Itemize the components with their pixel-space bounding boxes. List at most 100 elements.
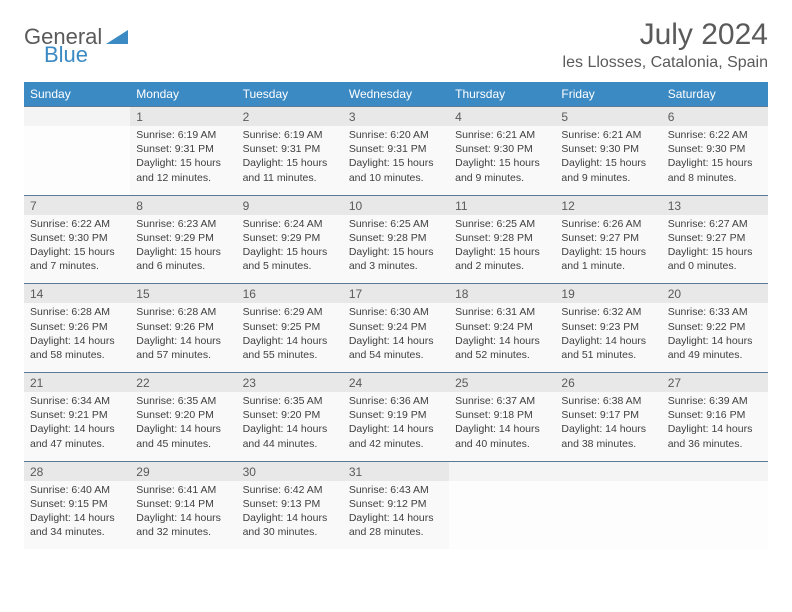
day-detail-cell: Sunrise: 6:23 AMSunset: 9:29 PMDaylight:…	[130, 215, 236, 284]
day-number-cell: 18	[449, 284, 555, 304]
day-number-cell	[24, 107, 130, 127]
day-number-cell: 21	[24, 373, 130, 393]
day-number-cell: 29	[130, 461, 236, 481]
month-year-title: July 2024	[563, 18, 768, 52]
day-number-cell: 13	[662, 195, 768, 215]
sunrise-text: Sunrise: 6:42 AM	[243, 483, 337, 497]
sunset-text: Sunset: 9:13 PM	[243, 497, 337, 511]
weekday-header: Monday	[130, 82, 236, 107]
logo-triangle-icon	[106, 26, 128, 49]
day-number-cell: 10	[343, 195, 449, 215]
sunset-text: Sunset: 9:16 PM	[668, 408, 762, 422]
sunset-text: Sunset: 9:12 PM	[349, 497, 443, 511]
daylight-text-1: Daylight: 14 hours	[30, 511, 124, 525]
daylight-text-2: and 6 minutes.	[136, 259, 230, 273]
daylight-text-1: Daylight: 14 hours	[243, 422, 337, 436]
daylight-text-1: Daylight: 15 hours	[455, 245, 549, 259]
daylight-text-1: Daylight: 15 hours	[668, 245, 762, 259]
daylight-text-1: Daylight: 15 hours	[561, 245, 655, 259]
sunset-text: Sunset: 9:29 PM	[136, 231, 230, 245]
day-number-cell: 3	[343, 107, 449, 127]
daylight-text-2: and 45 minutes.	[136, 437, 230, 451]
weekday-header: Tuesday	[237, 82, 343, 107]
daylight-text-1: Daylight: 14 hours	[30, 334, 124, 348]
daylight-text-1: Daylight: 15 hours	[349, 245, 443, 259]
sunset-text: Sunset: 9:31 PM	[349, 142, 443, 156]
location-text: les Llosses, Catalonia, Spain	[563, 54, 768, 72]
daylight-text-2: and 58 minutes.	[30, 348, 124, 362]
sunset-text: Sunset: 9:30 PM	[561, 142, 655, 156]
day-number-cell: 9	[237, 195, 343, 215]
day-detail-cell: Sunrise: 6:39 AMSunset: 9:16 PMDaylight:…	[662, 392, 768, 461]
daylight-text-1: Daylight: 14 hours	[561, 334, 655, 348]
sunset-text: Sunset: 9:22 PM	[668, 320, 762, 334]
day-number-cell: 22	[130, 373, 236, 393]
day-detail-cell	[24, 126, 130, 195]
daylight-text-1: Daylight: 15 hours	[455, 156, 549, 170]
sunset-text: Sunset: 9:31 PM	[243, 142, 337, 156]
calendar-body: 123456Sunrise: 6:19 AMSunset: 9:31 PMDay…	[24, 107, 768, 550]
day-detail-cell	[449, 481, 555, 550]
day-number-cell: 6	[662, 107, 768, 127]
day-detail-cell: Sunrise: 6:43 AMSunset: 9:12 PMDaylight:…	[343, 481, 449, 550]
day-detail-cell: Sunrise: 6:34 AMSunset: 9:21 PMDaylight:…	[24, 392, 130, 461]
daylight-text-1: Daylight: 14 hours	[243, 511, 337, 525]
daynum-row: 21222324252627	[24, 373, 768, 393]
day-detail-cell: Sunrise: 6:22 AMSunset: 9:30 PMDaylight:…	[662, 126, 768, 195]
sunrise-text: Sunrise: 6:21 AM	[455, 128, 549, 142]
day-number-cell: 17	[343, 284, 449, 304]
day-detail-cell: Sunrise: 6:35 AMSunset: 9:20 PMDaylight:…	[130, 392, 236, 461]
sunset-text: Sunset: 9:28 PM	[349, 231, 443, 245]
daylight-text-1: Daylight: 14 hours	[243, 334, 337, 348]
day-detail-cell: Sunrise: 6:31 AMSunset: 9:24 PMDaylight:…	[449, 303, 555, 372]
day-number-cell: 30	[237, 461, 343, 481]
day-number-cell	[555, 461, 661, 481]
sunset-text: Sunset: 9:18 PM	[455, 408, 549, 422]
day-detail-cell: Sunrise: 6:20 AMSunset: 9:31 PMDaylight:…	[343, 126, 449, 195]
daylight-text-1: Daylight: 14 hours	[349, 422, 443, 436]
sunset-text: Sunset: 9:31 PM	[136, 142, 230, 156]
daylight-text-2: and 0 minutes.	[668, 259, 762, 273]
sunrise-text: Sunrise: 6:28 AM	[136, 305, 230, 319]
sunrise-text: Sunrise: 6:41 AM	[136, 483, 230, 497]
daylight-text-2: and 54 minutes.	[349, 348, 443, 362]
sunrise-text: Sunrise: 6:29 AM	[243, 305, 337, 319]
sunrise-text: Sunrise: 6:20 AM	[349, 128, 443, 142]
weekday-header: Saturday	[662, 82, 768, 107]
daylight-text-2: and 3 minutes.	[349, 259, 443, 273]
day-detail-cell: Sunrise: 6:21 AMSunset: 9:30 PMDaylight:…	[555, 126, 661, 195]
day-number-cell: 25	[449, 373, 555, 393]
day-number-cell: 15	[130, 284, 236, 304]
daylight-text-1: Daylight: 14 hours	[349, 511, 443, 525]
day-detail-cell: Sunrise: 6:25 AMSunset: 9:28 PMDaylight:…	[343, 215, 449, 284]
daylight-text-2: and 8 minutes.	[668, 171, 762, 185]
day-detail-cell: Sunrise: 6:40 AMSunset: 9:15 PMDaylight:…	[24, 481, 130, 550]
day-detail-cell: Sunrise: 6:38 AMSunset: 9:17 PMDaylight:…	[555, 392, 661, 461]
sunset-text: Sunset: 9:20 PM	[243, 408, 337, 422]
daylight-text-1: Daylight: 15 hours	[349, 156, 443, 170]
day-detail-cell: Sunrise: 6:28 AMSunset: 9:26 PMDaylight:…	[130, 303, 236, 372]
sunrise-text: Sunrise: 6:37 AM	[455, 394, 549, 408]
daylight-text-2: and 2 minutes.	[455, 259, 549, 273]
daylight-text-1: Daylight: 14 hours	[30, 422, 124, 436]
sunrise-text: Sunrise: 6:27 AM	[668, 217, 762, 231]
sunrise-text: Sunrise: 6:22 AM	[668, 128, 762, 142]
daylight-text-2: and 28 minutes.	[349, 525, 443, 539]
detail-row: Sunrise: 6:40 AMSunset: 9:15 PMDaylight:…	[24, 481, 768, 550]
sunrise-text: Sunrise: 6:22 AM	[30, 217, 124, 231]
sunrise-text: Sunrise: 6:34 AM	[30, 394, 124, 408]
weekday-header: Sunday	[24, 82, 130, 107]
daylight-text-1: Daylight: 14 hours	[136, 334, 230, 348]
sunrise-text: Sunrise: 6:35 AM	[243, 394, 337, 408]
daylight-text-1: Daylight: 15 hours	[561, 156, 655, 170]
day-number-cell: 12	[555, 195, 661, 215]
day-detail-cell: Sunrise: 6:25 AMSunset: 9:28 PMDaylight:…	[449, 215, 555, 284]
day-detail-cell: Sunrise: 6:19 AMSunset: 9:31 PMDaylight:…	[237, 126, 343, 195]
sunrise-text: Sunrise: 6:28 AM	[30, 305, 124, 319]
sunrise-text: Sunrise: 6:25 AM	[349, 217, 443, 231]
daylight-text-2: and 38 minutes.	[561, 437, 655, 451]
daylight-text-2: and 51 minutes.	[561, 348, 655, 362]
daylight-text-2: and 42 minutes.	[349, 437, 443, 451]
sunrise-text: Sunrise: 6:33 AM	[668, 305, 762, 319]
daylight-text-1: Daylight: 14 hours	[349, 334, 443, 348]
